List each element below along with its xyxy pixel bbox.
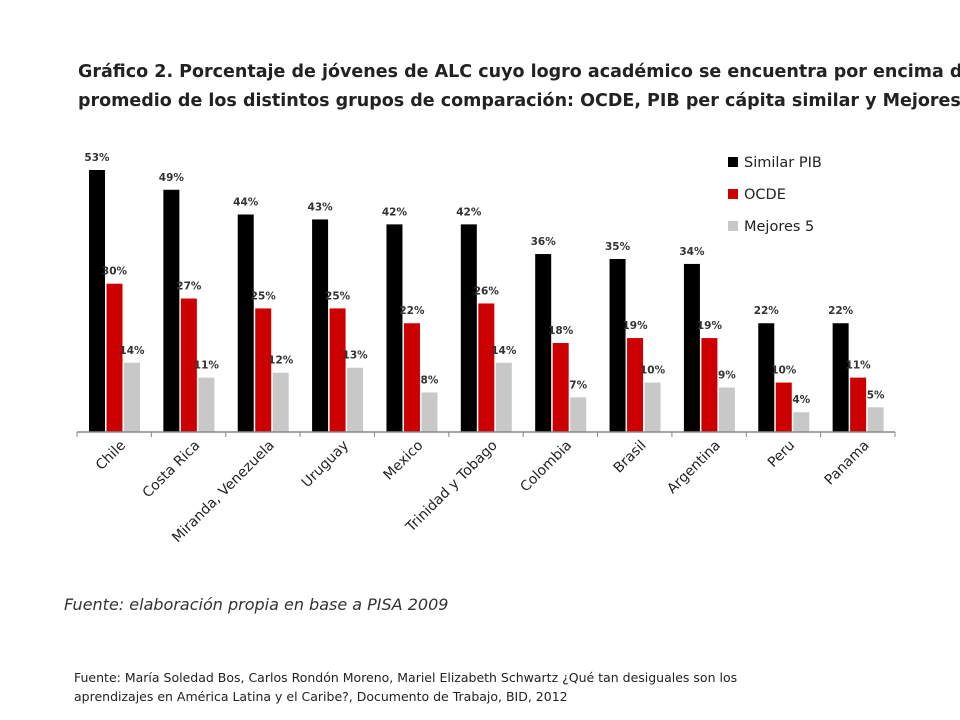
bar-ocde-peru [775,382,792,432]
bar-ocde-colombia [552,343,569,432]
value-label: 4% [792,394,810,406]
value-label: 10% [640,365,666,377]
value-label: 44% [233,196,259,208]
bar-mejores-5-panama [867,407,884,432]
bar-similar-pib-chile [89,170,105,432]
value-label: 53% [84,152,110,164]
bar-mejores-5-colombia [570,397,587,432]
value-label: 25% [325,290,351,302]
bar-mejores-5-miranda-venezuela [272,372,289,432]
bar-ocde-costa-rica [180,298,197,432]
value-label: 14% [491,345,517,357]
legend-label-ocde: OCDE [744,187,786,203]
bar-mejores-5-trinidad-y-tobago [495,362,512,432]
bar-ocde-panama [850,377,867,432]
bar-similar-pib-argentina [683,263,700,432]
bar-similar-pib-mexico [386,224,403,432]
bar-mejores-5-brasil [644,382,661,432]
bar-ocde-brasil [627,338,644,432]
legend-swatch-mejores-5 [728,221,738,231]
value-label: 27% [176,281,202,293]
value-label: 19% [622,320,648,332]
value-label: 14% [119,345,145,357]
value-label: 5% [867,389,885,401]
bar-similar-pib-brasil [609,258,626,432]
value-label: 19% [697,320,723,332]
value-label: 26% [474,285,500,297]
bar-ocde-miranda-venezuela [255,308,272,432]
value-label: 22% [754,305,780,317]
x-tick-label-panama: Panama [822,438,873,489]
bar-ocde-mexico [403,323,420,432]
value-label: 13% [343,350,369,362]
bar-similar-pib-panama [832,323,849,432]
value-label: 9% [718,370,736,382]
legend-label-similar-pib: Similar PIB [744,155,822,171]
bar-ocde-chile [106,283,123,432]
bar-mejores-5-uruguay [347,367,364,432]
bar-mejores-5-costa-rica [198,377,215,432]
value-label: 10% [771,365,797,377]
legend-label-mejores-5: Mejores 5 [744,219,814,235]
x-tick-label-mexico: Mexico [381,438,427,484]
bar-similar-pib-peru [758,323,775,432]
bar-similar-pib-costa-rica [163,189,180,432]
value-label: 34% [679,246,705,258]
source-note: Fuente: elaboración propia en base a PIS… [64,595,449,614]
value-label: 42% [382,206,408,218]
bar-similar-pib-miranda-venezuela [237,214,254,432]
citation-line-1: Fuente: María Soledad Bos, Carlos Rondón… [74,670,738,685]
value-label: 7% [569,379,587,391]
x-tick-label-brasil: Brasil [611,438,650,477]
x-tick-label-uruguay: Uruguay [299,438,352,491]
value-label: 49% [159,172,185,184]
legend-swatch-similar-pib [728,157,738,167]
bar-similar-pib-uruguay [312,219,329,432]
x-tick-label-chile: Chile [93,438,129,474]
chart-title-line-2: promedio de los distintos grupos de comp… [78,91,960,111]
bar-ocde-uruguay [329,308,346,432]
value-label: 30% [102,266,128,278]
chart-title: Gráfico 2. Porcentaje de jóvenes de ALC … [78,58,960,116]
bar-mejores-5-mexico [421,392,438,432]
x-tick-label-argentina: Argentina [664,438,724,498]
citation-line-2: aprendizajes en América Latina y el Cari… [74,689,568,704]
value-label: 11% [194,360,220,372]
value-label: 36% [531,236,557,248]
bar-mejores-5-argentina [718,387,735,432]
legend-swatch-ocde [728,189,738,199]
bar-similar-pib-trinidad-y-tobago [460,224,477,432]
value-label: 8% [421,374,439,386]
value-label: 11% [846,360,872,372]
bar-ocde-argentina [701,338,718,432]
bar-mejores-5-peru [793,412,810,432]
value-label: 25% [251,290,277,302]
value-label: 42% [456,206,482,218]
value-label: 22% [828,305,854,317]
bar-chart: 53% 49% 44% 43% 42% 42% 36% 35% 34% 22% 22% 30% 27% 2… [76,152,896,546]
value-label: 43% [308,201,334,213]
bar-mejores-5-chile [124,362,140,432]
citation: Fuente: María Soledad Bos, Carlos Rondón… [74,668,834,706]
bar-similar-pib-colombia [535,254,552,432]
x-tick-label-peru: Peru [765,438,798,471]
value-label: 35% [605,241,631,253]
value-label: 22% [399,305,425,317]
value-label: 18% [548,325,574,337]
bar-ocde-trinidad-y-tobago [478,303,495,432]
x-tick-label-colombia: Colombia [517,438,575,496]
chart-title-line-1: Gráfico 2. Porcentaje de jóvenes de ALC … [78,62,960,82]
x-tick-label-costa-rica: Costa Rica [140,438,204,502]
value-label: 12% [268,355,294,367]
